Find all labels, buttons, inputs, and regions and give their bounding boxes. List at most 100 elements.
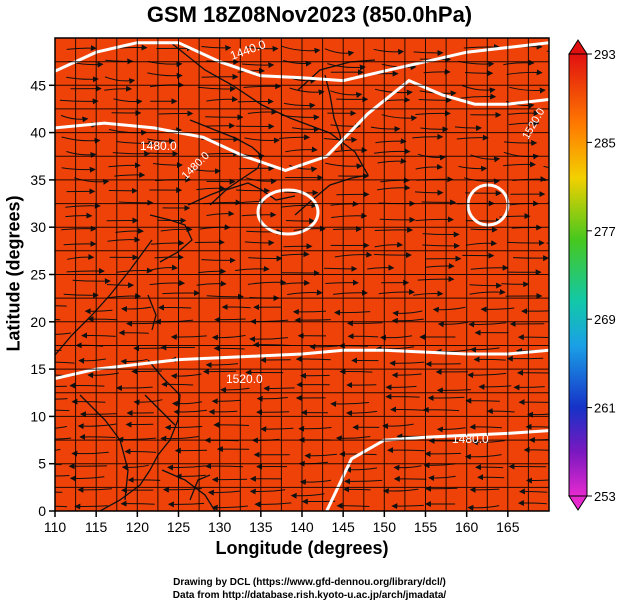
- chart-title: GSM 18Z08Nov2023 (850.0hPa): [146, 2, 473, 27]
- streamline: [211, 334, 246, 341]
- streamline: [436, 426, 466, 433]
- lat-lon-grid: [55, 38, 549, 511]
- streamline: [425, 262, 455, 269]
- coastlines: [55, 41, 376, 511]
- colorbar: 293 285 277 269 261 253: [568, 39, 616, 511]
- streamline: [147, 138, 176, 145]
- streamline: [60, 114, 89, 123]
- streamline: [161, 381, 194, 388]
- streamline: [503, 59, 535, 66]
- streamline: [343, 486, 371, 493]
- streamline: [211, 398, 242, 405]
- streamline: [377, 158, 407, 165]
- streamline: [254, 501, 292, 508]
- streamline: [78, 357, 106, 364]
- streamline: [501, 281, 530, 288]
- streamline: [66, 76, 99, 83]
- streamline: [415, 110, 451, 117]
- streamline: [118, 329, 149, 336]
- streamline: [470, 264, 509, 271]
- streamline: [291, 126, 320, 133]
- streamline: [121, 306, 152, 313]
- streamline: [118, 199, 154, 206]
- streamline: [120, 500, 155, 507]
- streamline: [116, 385, 153, 392]
- streamline: [527, 411, 549, 418]
- y-tick-label: 15: [30, 361, 46, 377]
- streamline: [309, 343, 339, 350]
- streamline: [121, 464, 149, 471]
- x-tick-label: 125: [167, 519, 191, 535]
- streamline: [201, 257, 236, 264]
- streamline: [460, 93, 497, 100]
- streamline: [280, 202, 318, 209]
- streamline: [412, 133, 444, 140]
- y-tick-label: 45: [30, 77, 46, 93]
- axis-ticks: 110 115 120 125 130 135 140 145 150 155 160 165 0 5 10…: [30, 77, 519, 535]
- streamline: [63, 292, 99, 299]
- contour-label: 1520.0: [226, 372, 263, 386]
- colorbar-tick-label: 293: [594, 47, 616, 62]
- streamline: [374, 148, 411, 155]
- streamline: [346, 320, 383, 327]
- streamline: [160, 226, 193, 233]
- streamline: [346, 410, 378, 417]
- streamline: [55, 426, 67, 429]
- streamline: [150, 239, 185, 246]
- streamline: [499, 213, 531, 220]
- streamline: [148, 150, 179, 157]
- streamline: [170, 334, 207, 341]
- streamline: [525, 423, 549, 430]
- streamline: [281, 251, 310, 258]
- streamline: [213, 345, 245, 352]
- streamline: [517, 499, 547, 506]
- streamline: [345, 466, 378, 473]
- streamline: [543, 165, 549, 169]
- colorbar-tick-label: 253: [594, 489, 616, 504]
- streamline: [87, 316, 118, 323]
- x-tick-label: 135: [249, 519, 273, 535]
- streamline: [61, 225, 97, 232]
- streamline: [149, 280, 186, 287]
- streamline: [389, 360, 425, 367]
- streamline: [74, 177, 110, 185]
- streamline: [374, 226, 414, 233]
- streamline: [432, 306, 466, 313]
- x-tick-label: 150: [373, 519, 397, 535]
- streamline: [285, 146, 318, 153]
- streamline: [506, 100, 535, 109]
- streamline: [507, 110, 540, 117]
- streamline: [507, 240, 545, 247]
- streamline: [241, 62, 275, 69]
- streamline: [69, 382, 105, 389]
- streamline: [325, 279, 359, 286]
- streamline: [244, 137, 280, 144]
- streamline: [334, 309, 371, 316]
- streamline: [506, 69, 543, 76]
- streamline: [295, 355, 331, 362]
- streamline: [414, 189, 444, 196]
- streamline: [422, 406, 460, 413]
- streamline: [375, 138, 407, 145]
- streamline: [214, 316, 246, 323]
- streamline: [162, 486, 202, 493]
- streamline: [370, 126, 401, 133]
- streamline: [248, 255, 283, 262]
- contour-label: 1480.0: [452, 432, 489, 446]
- streamline: [104, 76, 136, 85]
- streamline: [378, 288, 415, 295]
- streamline: [417, 276, 455, 283]
- colorbar-tick-label: 269: [594, 312, 616, 327]
- y-tick-label: 5: [38, 456, 46, 472]
- streamline: [116, 267, 153, 274]
- streamline: [107, 236, 141, 243]
- streamline: [205, 463, 244, 470]
- streamline: [294, 317, 331, 324]
- streamline: [508, 120, 540, 127]
- streamline: [339, 368, 373, 375]
- streamline: [467, 504, 500, 511]
- x-axis-label: Longitude (degrees): [215, 538, 389, 558]
- streamline: [335, 435, 371, 442]
- streamline: [456, 134, 489, 141]
- y-axis-label: Latitude (degrees): [3, 195, 24, 352]
